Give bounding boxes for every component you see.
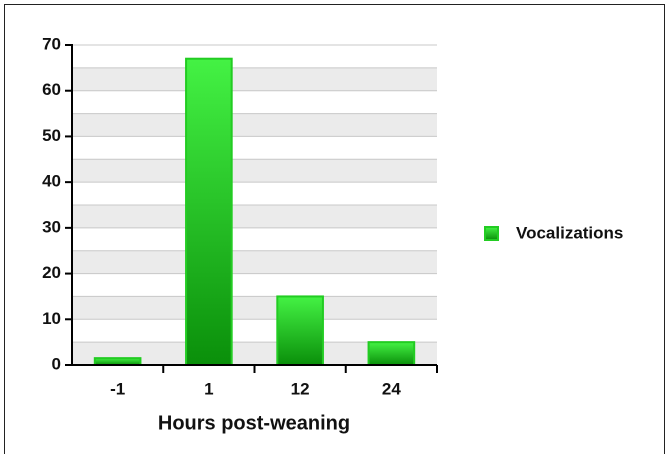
- band: [72, 296, 437, 320]
- y-tick-label: 0: [52, 354, 61, 373]
- x-axis-label: Hours post-weaning: [158, 412, 350, 434]
- y-tick-label: 20: [42, 263, 61, 282]
- band: [72, 67, 437, 91]
- band: [72, 159, 437, 183]
- x-tick-label: -1: [110, 379, 125, 398]
- y-tick-label: 40: [42, 172, 61, 191]
- x-tick-label: 12: [291, 379, 310, 398]
- band: [72, 342, 437, 365]
- x-tick-label: 1: [204, 379, 213, 398]
- legend-swatch: [484, 226, 499, 241]
- band: [72, 113, 437, 137]
- y-tick-label: 70: [42, 34, 61, 53]
- x-tick-label: 24: [382, 379, 401, 398]
- y-tick-label: 60: [42, 80, 61, 99]
- y-tick-label: 10: [42, 309, 61, 328]
- bar: [185, 57, 233, 366]
- legend-label: Vocalizations: [516, 223, 623, 242]
- plot-background: [72, 67, 437, 365]
- band: [72, 205, 437, 228]
- bar: [367, 341, 416, 366]
- y-tick-label: 50: [42, 126, 61, 145]
- bar: [276, 295, 324, 366]
- y-tick-label: 30: [42, 217, 61, 236]
- bar: [93, 357, 142, 366]
- frame: [4, 4, 665, 454]
- band: [72, 250, 437, 274]
